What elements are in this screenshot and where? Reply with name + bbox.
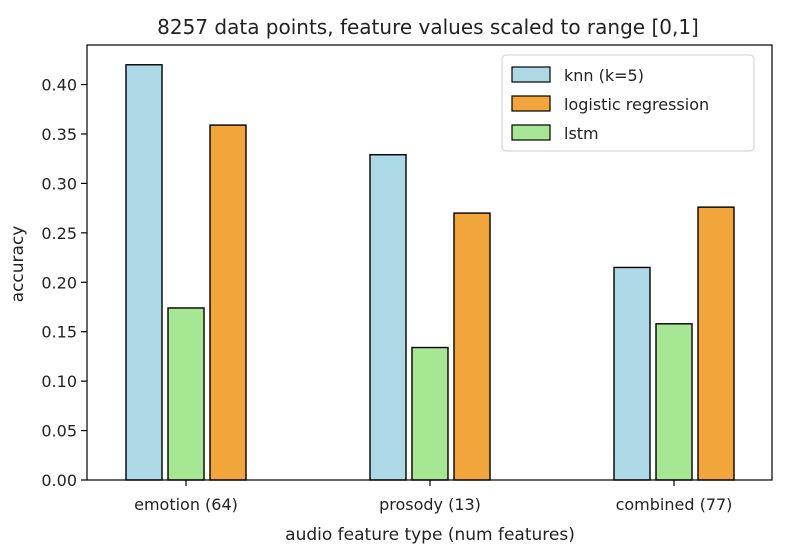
bar-logistic-regression-1 <box>453 212 491 481</box>
bar-lstm-2 <box>655 323 693 481</box>
y-tick-label: 0.30 <box>41 174 77 193</box>
x-tick-label: prosody (13) <box>379 495 481 514</box>
legend-label: knn (k=5) <box>564 66 644 85</box>
x-tick-label: combined (77) <box>616 495 733 514</box>
y-tick-label: 0.15 <box>41 323 77 342</box>
legend-label: logistic regression <box>564 95 709 114</box>
bar-knn-k-5--0 <box>125 64 163 481</box>
legend-label: lstm <box>564 124 599 143</box>
bar-knn-k-5--1 <box>369 154 407 481</box>
legend: knn (k=5) logistic regression lstm <box>501 54 755 152</box>
bar-lstm-1 <box>411 346 449 481</box>
legend-swatch <box>511 95 551 112</box>
legend-swatch <box>511 124 551 141</box>
y-axis-title: accuracy <box>8 226 28 303</box>
y-tick-label: 0.10 <box>41 372 77 391</box>
bar-logistic-regression-0 <box>209 124 247 481</box>
y-tick-label: 0.20 <box>41 273 77 292</box>
x-axis-title: audio feature type (num features) <box>285 525 575 545</box>
bar-knn-k-5--2 <box>613 266 651 481</box>
bar-logistic-regression-2 <box>697 206 735 481</box>
legend-swatch <box>511 66 551 83</box>
chart-title: 8257 data points, feature values scaled … <box>157 15 699 39</box>
y-tick-label: 0.05 <box>41 422 77 441</box>
y-tick-label: 0.35 <box>41 125 77 144</box>
y-tick-label: 0.00 <box>41 471 77 490</box>
bar-lstm-0 <box>167 307 205 481</box>
plot-area: 0.00 0.05 0.10 0.15 0.20 0.25 0.30 0.35 0.40 emot… <box>41 44 773 514</box>
x-tick-label: emotion (64) <box>134 495 238 514</box>
legend-box <box>501 54 755 152</box>
y-tick-label: 0.25 <box>41 224 77 243</box>
y-tick-label: 0.40 <box>41 76 77 95</box>
